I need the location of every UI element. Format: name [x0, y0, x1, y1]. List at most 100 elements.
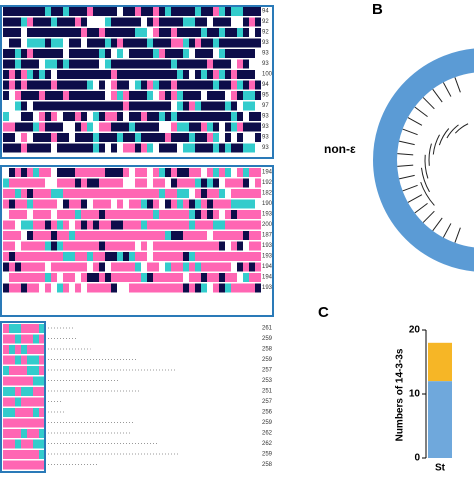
residue — [249, 17, 255, 27]
residue — [231, 241, 237, 251]
residue — [57, 91, 63, 100]
residue — [63, 262, 69, 272]
residue — [75, 28, 81, 37]
residue — [21, 178, 27, 188]
residue — [213, 101, 219, 111]
residue — [207, 178, 213, 188]
residue — [249, 101, 255, 111]
residue — [153, 80, 159, 90]
residue — [117, 59, 123, 69]
residue — [99, 38, 105, 48]
residue — [147, 189, 153, 198]
residue — [75, 220, 81, 230]
residue — [33, 210, 39, 219]
residue — [117, 28, 123, 37]
residue — [105, 273, 111, 282]
residue — [51, 112, 57, 121]
residue — [237, 122, 243, 132]
residue — [81, 199, 87, 209]
residue — [93, 189, 99, 198]
residue — [117, 70, 123, 79]
residue — [57, 178, 63, 188]
residue — [255, 252, 261, 261]
residue — [243, 283, 249, 293]
residue — [51, 241, 57, 251]
residue — [129, 241, 135, 251]
residue — [33, 408, 39, 417]
residue — [117, 241, 123, 251]
residue — [159, 38, 165, 48]
residue — [147, 231, 153, 240]
residue — [27, 241, 33, 251]
residue — [195, 231, 201, 240]
residue — [195, 101, 201, 111]
residue — [165, 231, 171, 240]
residue — [237, 112, 243, 121]
residue — [27, 220, 33, 230]
residue — [45, 210, 51, 219]
residue — [87, 210, 93, 219]
residue — [135, 178, 141, 188]
residue — [171, 122, 177, 132]
residue — [183, 231, 189, 240]
residue — [123, 178, 129, 188]
residue — [39, 231, 45, 240]
residue — [195, 178, 201, 188]
residue — [3, 408, 9, 417]
residue — [3, 241, 9, 251]
row-number: 93 — [262, 40, 269, 46]
residue — [177, 133, 183, 142]
residue — [33, 231, 39, 240]
residue — [237, 80, 243, 90]
residue — [255, 241, 261, 251]
residue — [213, 252, 219, 261]
residue — [3, 178, 9, 188]
residue — [63, 70, 69, 79]
residue — [75, 101, 81, 111]
residue — [201, 59, 207, 69]
row-number: 259 — [262, 452, 273, 458]
residue — [231, 7, 237, 16]
residue — [141, 38, 147, 48]
residue — [81, 112, 87, 121]
residue — [201, 241, 207, 251]
residue — [87, 220, 93, 230]
residue — [93, 178, 99, 188]
residue — [57, 28, 63, 37]
residue — [15, 439, 21, 449]
row-number: 200 — [262, 222, 273, 228]
residue — [249, 38, 255, 48]
residue — [147, 252, 153, 261]
residue — [201, 231, 207, 240]
residue — [189, 112, 195, 121]
residue — [3, 231, 9, 240]
residue — [15, 91, 21, 100]
residue — [129, 28, 135, 37]
residue — [213, 7, 219, 16]
residue — [165, 112, 171, 121]
residue — [69, 189, 75, 198]
residue — [213, 231, 219, 240]
residue — [57, 101, 63, 111]
residue — [177, 210, 183, 219]
row-number: 262 — [262, 431, 273, 437]
residue — [147, 283, 153, 293]
residue — [171, 143, 177, 153]
residue — [231, 122, 237, 132]
residue — [87, 122, 93, 132]
residue — [15, 355, 21, 365]
residue — [39, 262, 45, 272]
residue — [225, 199, 231, 209]
residue — [159, 283, 165, 293]
residue — [249, 189, 255, 198]
residue — [183, 220, 189, 230]
residue — [75, 49, 81, 58]
residue — [105, 122, 111, 132]
residue — [219, 122, 225, 132]
residue — [81, 262, 87, 272]
residue — [33, 59, 39, 69]
residue — [207, 91, 213, 100]
row-number: 93 — [262, 124, 269, 130]
residue — [195, 112, 201, 121]
residue — [33, 122, 39, 132]
